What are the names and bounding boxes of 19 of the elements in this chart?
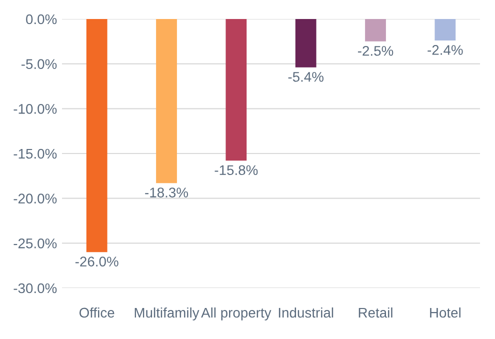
y-tick-label: -5.0% xyxy=(21,59,57,70)
y-tick-label: 0.0% xyxy=(26,14,57,24)
data-label: -26.0% xyxy=(75,256,118,266)
x-tick-label: Hotel xyxy=(430,307,460,318)
y-tick-label: -10.0% xyxy=(14,104,57,114)
y-tick-label: -25.0% xyxy=(14,238,57,248)
x-tick-label: Industrial xyxy=(278,307,334,318)
y-tick-label: -15.0% xyxy=(14,148,57,159)
data-label: -5.4% xyxy=(288,72,324,82)
data-label: -18.3% xyxy=(145,188,188,198)
x-tick-label: Office xyxy=(79,307,114,318)
x-tick-label: Retail xyxy=(358,307,392,318)
y-tick-label: -20.0% xyxy=(14,194,57,204)
data-label: -2.5% xyxy=(358,46,394,56)
x-tick-label: All property xyxy=(201,307,272,320)
data-label: -15.8% xyxy=(214,165,258,176)
y-tick-label: -30.0% xyxy=(14,283,57,294)
x-tick-label: Multifamily xyxy=(134,307,200,320)
data-label: -2.4% xyxy=(428,45,463,55)
